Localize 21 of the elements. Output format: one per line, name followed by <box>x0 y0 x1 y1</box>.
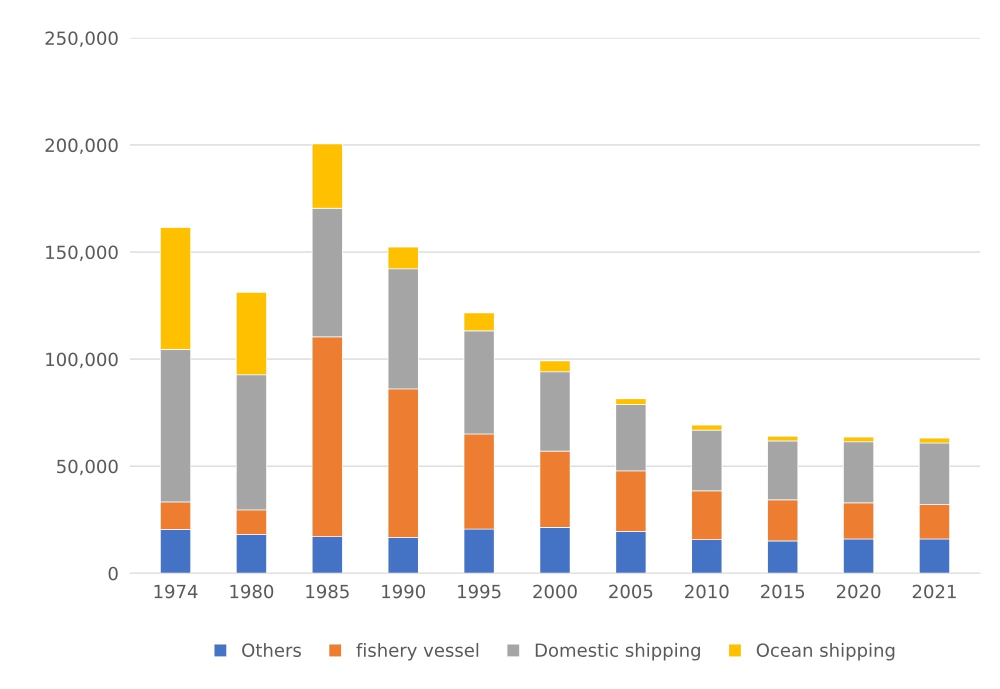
y-tick-label: 150,000 <box>46 245 118 261</box>
y-tick-label: 50,000 <box>57 460 118 476</box>
x-tick-label: 1985 <box>306 584 349 598</box>
x-tick-label: 1974 <box>154 584 198 598</box>
y-tick-label: 250,000 <box>46 31 118 47</box>
x-tick-label: 2000 <box>533 584 577 598</box>
y-tick-label: 200,000 <box>46 138 118 154</box>
x-tick-label: 2010 <box>685 584 729 598</box>
y-tick-label: 0 <box>108 566 118 580</box>
legend-label: Domestic shipping <box>536 643 700 661</box>
legend-label: fishery vessel <box>356 643 478 661</box>
y-tick-label: 100,000 <box>46 352 118 368</box>
x-tick-label: 1980 <box>230 584 274 598</box>
x-tick-label: 1995 <box>458 584 501 598</box>
legend-label: Others <box>242 643 301 658</box>
x-tick-label: 2015 <box>761 584 804 598</box>
x-tick-label: 2005 <box>609 584 652 598</box>
legend-label: Ocean shipping <box>756 643 894 661</box>
x-tick-label: 2020 <box>836 584 880 598</box>
x-tick-label: 2021 <box>912 584 956 598</box>
x-tick-label: 1990 <box>382 584 425 598</box>
